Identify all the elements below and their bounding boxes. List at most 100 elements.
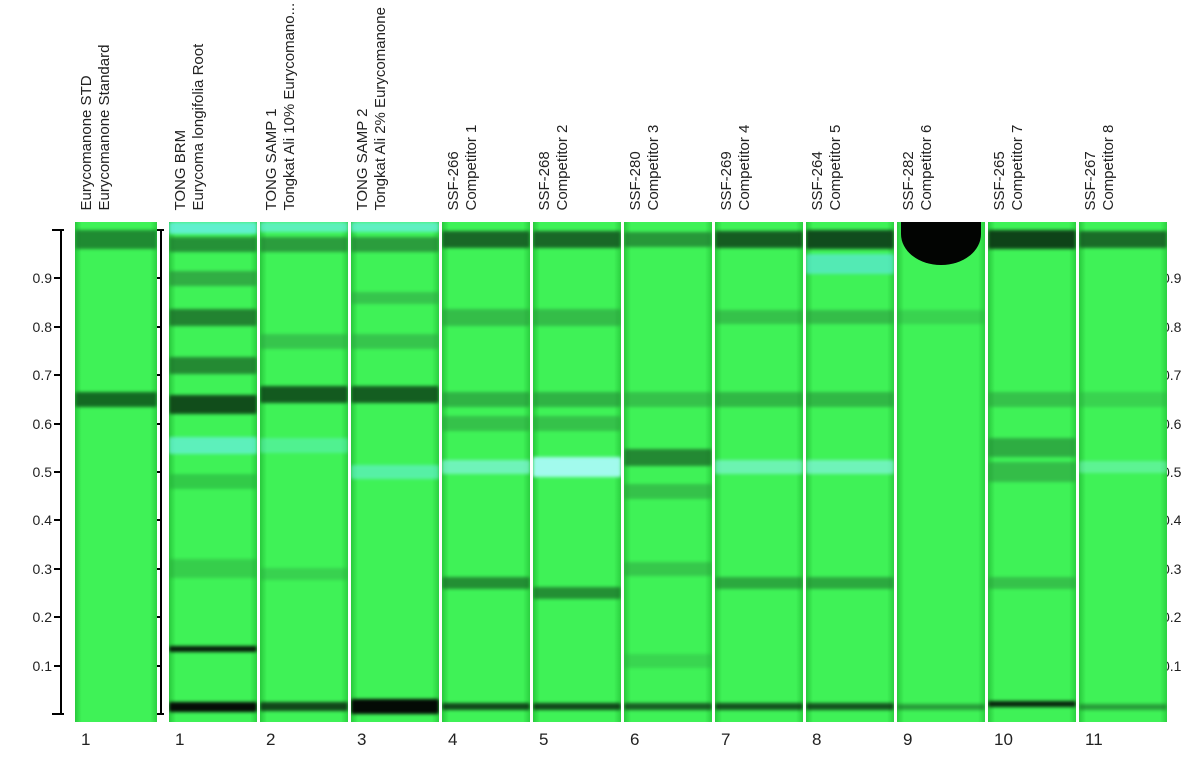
axis-tick <box>54 665 62 667</box>
lane-label-line1: SSF-267 <box>1083 151 1100 210</box>
tlc-band <box>533 587 621 599</box>
tlc-band <box>442 577 530 589</box>
tlc-band <box>351 699 439 714</box>
lane-label-line2: Competitor 4 <box>737 124 754 210</box>
axis-tick-label: 0.7 <box>33 367 52 383</box>
axis-tick <box>54 326 62 328</box>
tlc-band <box>624 232 712 247</box>
tlc-band <box>260 438 348 453</box>
tlc-band <box>169 702 257 712</box>
axis-tick <box>54 616 62 618</box>
lane-label: Eurycomanone STDEurycomanone Standard <box>79 10 161 210</box>
lane-label: TONG BRMEurycoma longifolia Root <box>173 10 255 210</box>
tlc-band <box>715 577 803 589</box>
tlc-band <box>169 271 257 286</box>
lane-label: TONG SAMP 1Tongkat Ali 10% Eurycomano... <box>264 10 346 210</box>
tlc-band <box>442 309 530 326</box>
tlc-band <box>988 577 1076 589</box>
lane-label: SSF-266Competitor 1 <box>446 10 528 210</box>
axis-tick <box>54 471 62 473</box>
axis-tick <box>54 568 62 570</box>
tlc-band <box>169 437 257 454</box>
tlc-band <box>715 310 803 325</box>
axis-tick-label: 0.8 <box>33 319 52 335</box>
lane-label: TONG SAMP 2Tongkat Ali 2% Eurycomanone <box>355 10 437 210</box>
tlc-band <box>169 357 257 374</box>
lane-label-line2: Tongkat Ali 2% Eurycomanone <box>373 7 390 210</box>
tlc-band <box>533 416 621 431</box>
tlc-band <box>988 462 1076 481</box>
tlc-band <box>1079 392 1167 407</box>
lane-label-line2: Competitor 5 <box>828 124 845 210</box>
tlc-lane <box>169 222 257 722</box>
axis-tick <box>54 374 62 376</box>
lane-label-line1: SSF-282 <box>901 151 918 210</box>
lane-label-line2: Competitor 6 <box>919 124 936 210</box>
tlc-band <box>75 230 157 249</box>
tlc-band <box>624 484 712 499</box>
axis-tick-label: 0.4 <box>33 512 52 528</box>
tlc-band <box>715 392 803 407</box>
tlc-band <box>1079 461 1167 473</box>
lane-label: SSF-269Competitor 4 <box>719 10 801 210</box>
tlc-band <box>442 392 530 407</box>
tlc-band <box>533 392 621 407</box>
lane-number: 11 <box>1085 730 1103 750</box>
axis-tick <box>54 519 62 521</box>
tlc-band <box>533 457 621 476</box>
axis-endcap <box>52 229 64 231</box>
lane-label: SSF-267Competitor 8 <box>1083 10 1165 210</box>
tlc-band <box>260 222 348 232</box>
tlc-band <box>806 392 894 407</box>
lane-number: 5 <box>539 730 548 750</box>
lane-label-line1: TONG SAMP 1 <box>264 108 281 210</box>
lane-label-line2: Competitor 7 <box>1010 124 1027 210</box>
lane-label-line1: SSF-268 <box>537 151 554 210</box>
tlc-band <box>533 703 621 710</box>
lane-label: SSF-282Competitor 6 <box>901 10 983 210</box>
axis-tick-label: 0.9 <box>33 270 52 286</box>
lane-label: SSF-264Competitor 5 <box>810 10 892 210</box>
axis-tick <box>54 423 62 425</box>
tlc-band <box>533 231 621 248</box>
tlc-band <box>806 703 894 710</box>
tlc-band <box>806 460 894 475</box>
axis-tick-label: 0.5 <box>33 464 52 480</box>
tlc-lane <box>533 222 621 722</box>
tlc-band <box>442 231 530 248</box>
lane-number: 7 <box>721 730 730 750</box>
tlc-band <box>169 474 257 489</box>
tlc-band <box>624 392 712 407</box>
tlc-band <box>624 449 712 466</box>
axis-tick-label: 0.3 <box>33 561 52 577</box>
tlc-band <box>806 577 894 589</box>
tlc-lane <box>260 222 348 722</box>
lane-number: 6 <box>630 730 639 750</box>
tlc-band <box>260 334 348 349</box>
tlc-band <box>442 416 530 431</box>
lane-number: 4 <box>448 730 457 750</box>
axis-tick-label: 0.1 <box>33 658 52 674</box>
tlc-band <box>351 334 439 349</box>
tlc-lane <box>806 222 894 722</box>
lane-label-line2: Tongkat Ali 10% Eurycomano... <box>282 2 299 210</box>
tlc-band <box>624 654 712 669</box>
rf-axis-left: 0.10.20.30.40.50.60.70.80.9 <box>38 222 66 722</box>
lane-label: SSF-280Competitor 3 <box>628 10 710 210</box>
tlc-band <box>169 559 257 578</box>
tlc-band <box>624 562 712 577</box>
lane-number: 3 <box>357 730 366 750</box>
tlc-band <box>988 392 1076 407</box>
lane-number: 2 <box>266 730 275 750</box>
tlc-band <box>351 386 439 403</box>
tlc-band <box>169 222 257 234</box>
tlc-band <box>260 237 348 252</box>
tlc-band <box>442 460 530 475</box>
tlc-band <box>169 309 257 326</box>
tlc-lane <box>988 222 1076 722</box>
tlc-band <box>169 237 257 252</box>
tlc-lane <box>715 222 803 722</box>
tlc-band <box>351 465 439 480</box>
axis-endcap <box>52 713 64 715</box>
tlc-lane <box>75 222 157 722</box>
